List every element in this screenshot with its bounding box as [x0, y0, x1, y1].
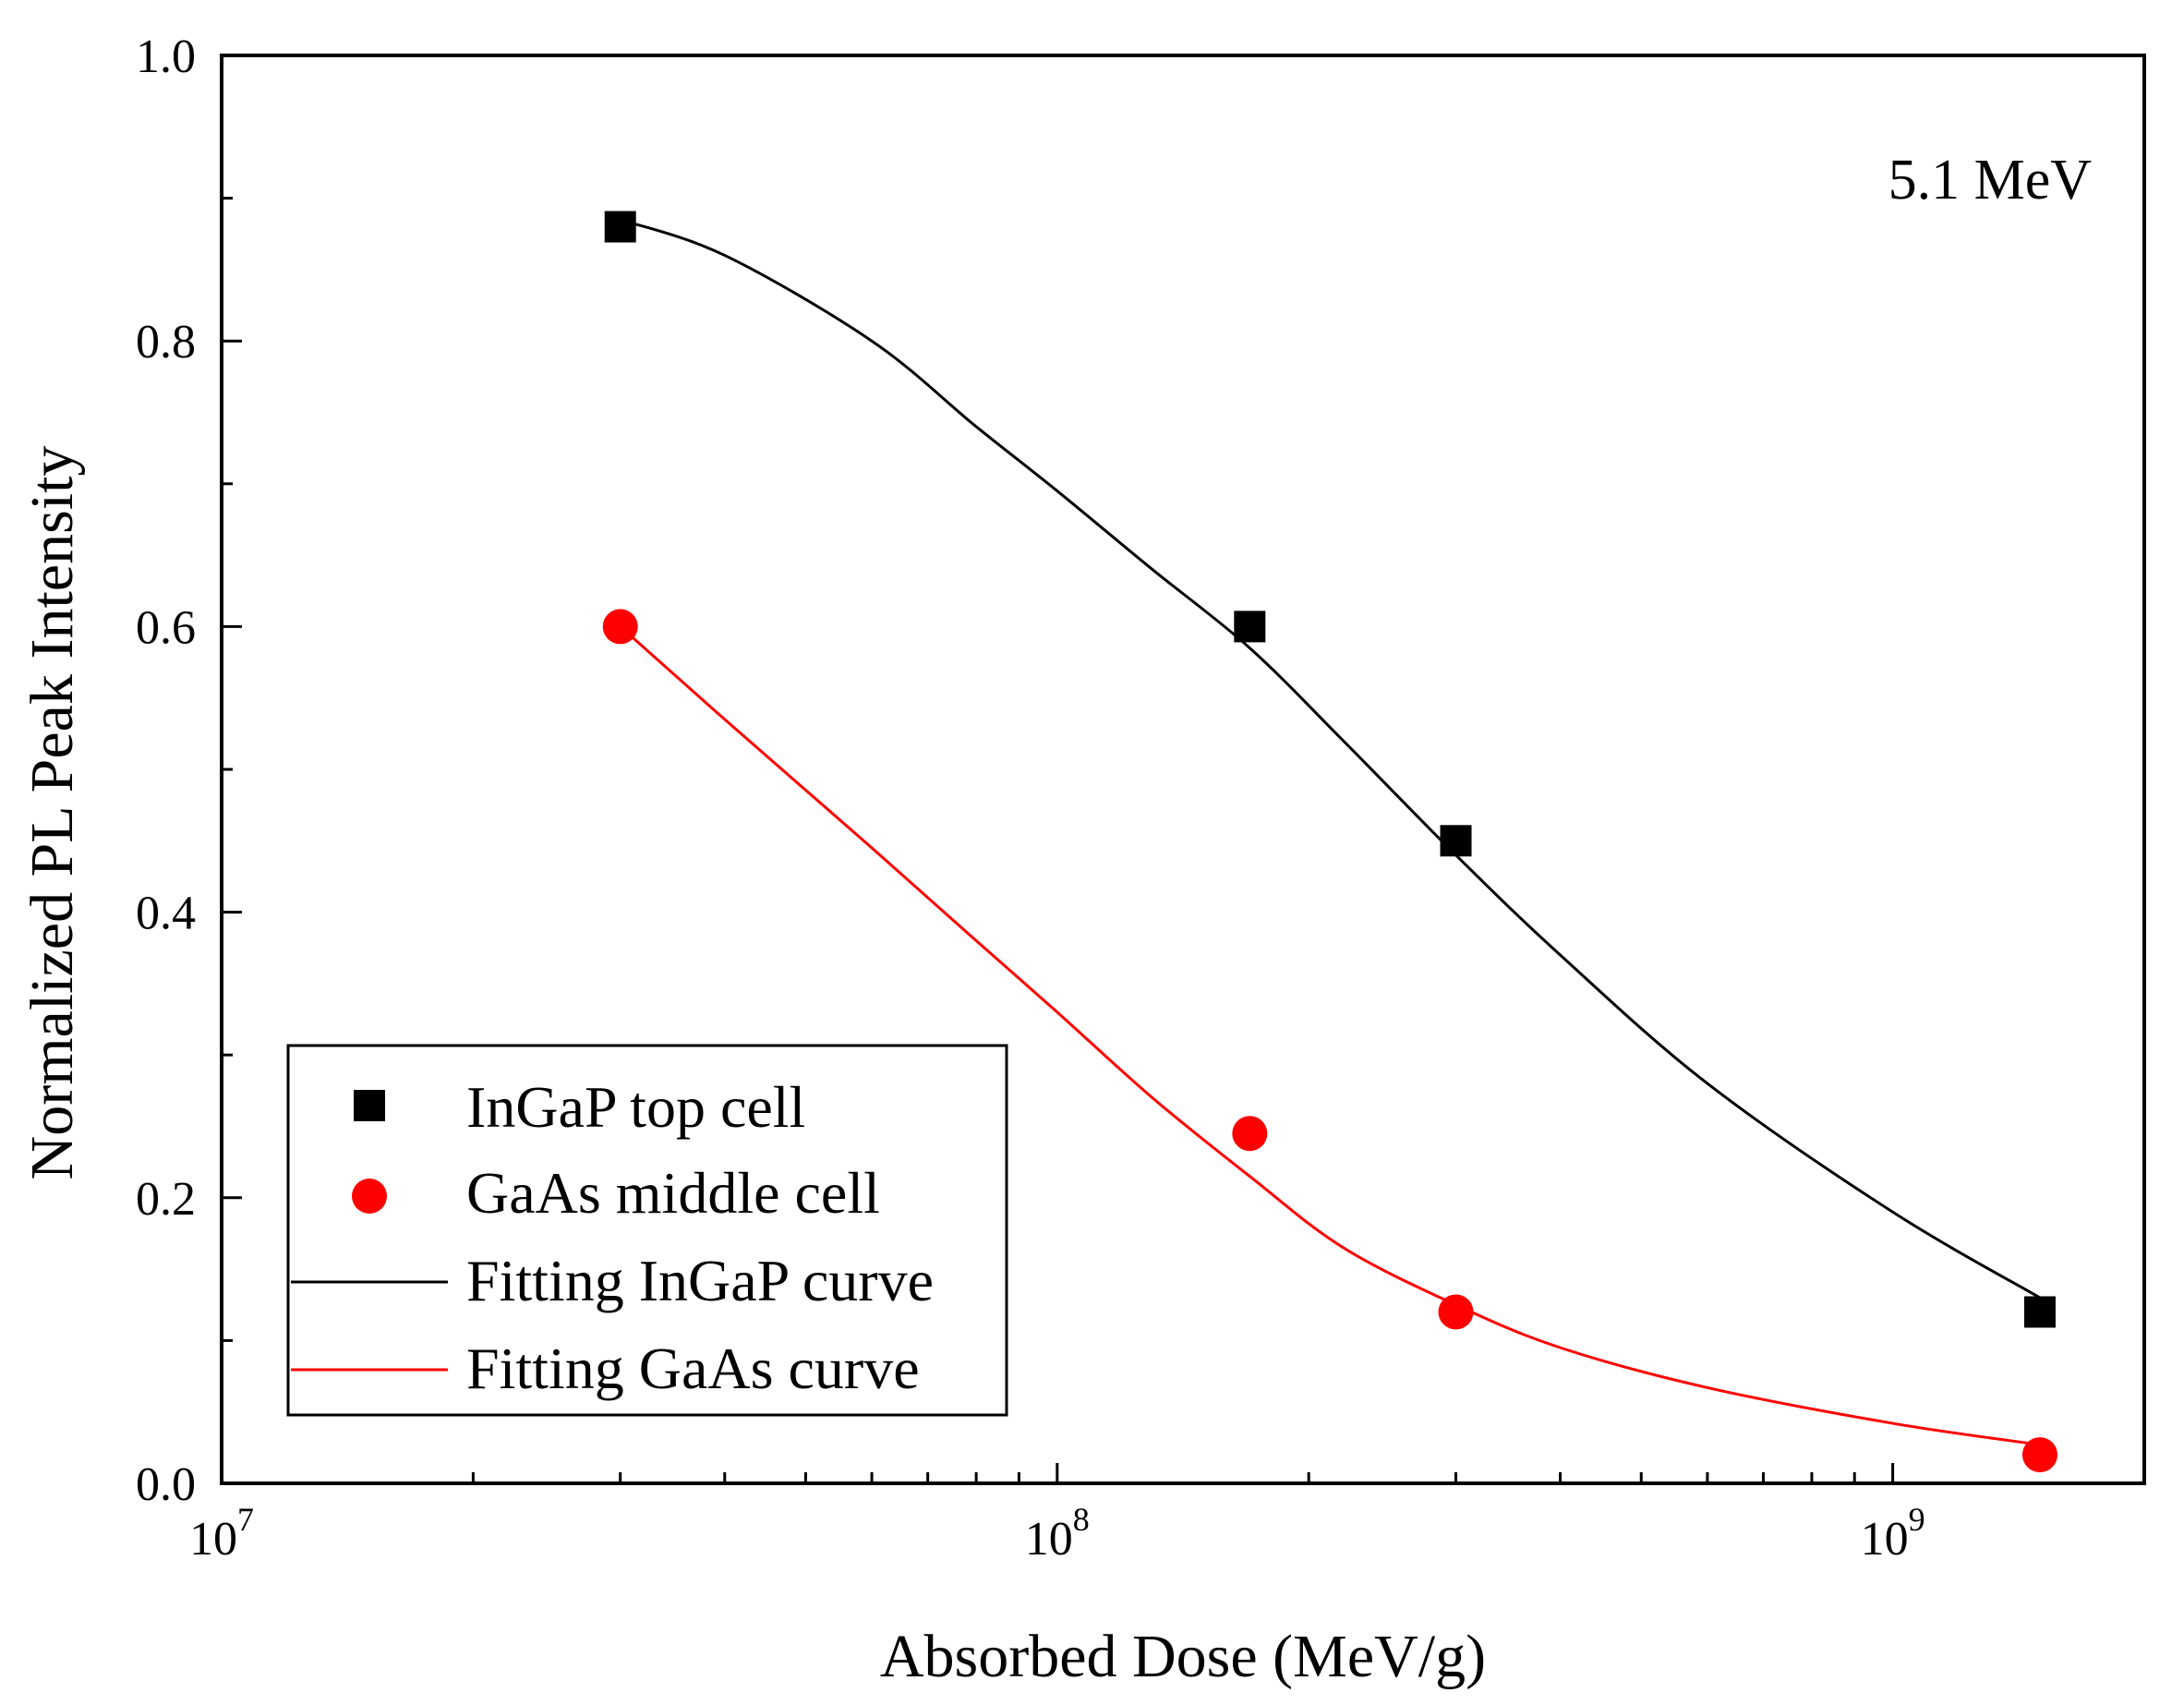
legend-marker-gaas: [352, 1179, 387, 1214]
data-point-gaas: [602, 609, 638, 645]
y-tick-label: 0.6: [136, 601, 196, 654]
y-tick-label: 0.4: [136, 888, 196, 940]
legend-label-gaas: GaAs middle cell: [466, 1160, 880, 1226]
fit-curve-fitting-gaas-curve: [619, 625, 2041, 1446]
y-tick-label: 1.0: [136, 30, 196, 83]
data-point-gaas: [2021, 1437, 2057, 1473]
legend: InGaP top cell GaAs middle cell Fitting …: [286, 1044, 1008, 1417]
x-tick-label: 107: [189, 1501, 254, 1566]
x-tick-label: 109: [1861, 1501, 1925, 1566]
legend-box: [286, 1044, 1008, 1417]
fit-curve-fitting-ingap-curve: [620, 218, 2041, 1300]
x-tick-label: 108: [1025, 1501, 1090, 1566]
y-tick-label: 0.0: [136, 1458, 196, 1511]
data-point-ingap: [604, 211, 636, 243]
annotation-energy: 5.1 MeV: [1888, 149, 2093, 212]
x-axis-ticks: 107 108 109: [189, 1463, 2146, 1566]
y-axis-title: Normalized PL Peak Intensity: [18, 446, 86, 1180]
legend-label-ingap: InGaP top cell: [466, 1074, 805, 1140]
y-axis-ticks: 0.0 0.2 0.4 0.6 0.8 1.0: [136, 30, 242, 1511]
data-point-ingap: [1440, 825, 1472, 857]
legend-label-ingap-fit: Fitting InGaP curve: [466, 1248, 934, 1313]
y-tick-label: 0.2: [136, 1173, 196, 1226]
data-point-gaas: [1232, 1116, 1268, 1152]
data-point-gaas: [1438, 1294, 1474, 1330]
x-axis-title: Absorbed Dose (MeV/g): [880, 1623, 1486, 1690]
legend-marker-ingap: [354, 1090, 385, 1121]
legend-label-gaas-fit: Fitting GaAs curve: [466, 1336, 920, 1401]
data-points: [602, 211, 2057, 1473]
y-tick-label: 0.8: [136, 316, 196, 369]
data-point-ingap: [2023, 1296, 2056, 1328]
fit-curves: [619, 218, 2041, 1446]
data-point-ingap: [1234, 611, 1266, 643]
